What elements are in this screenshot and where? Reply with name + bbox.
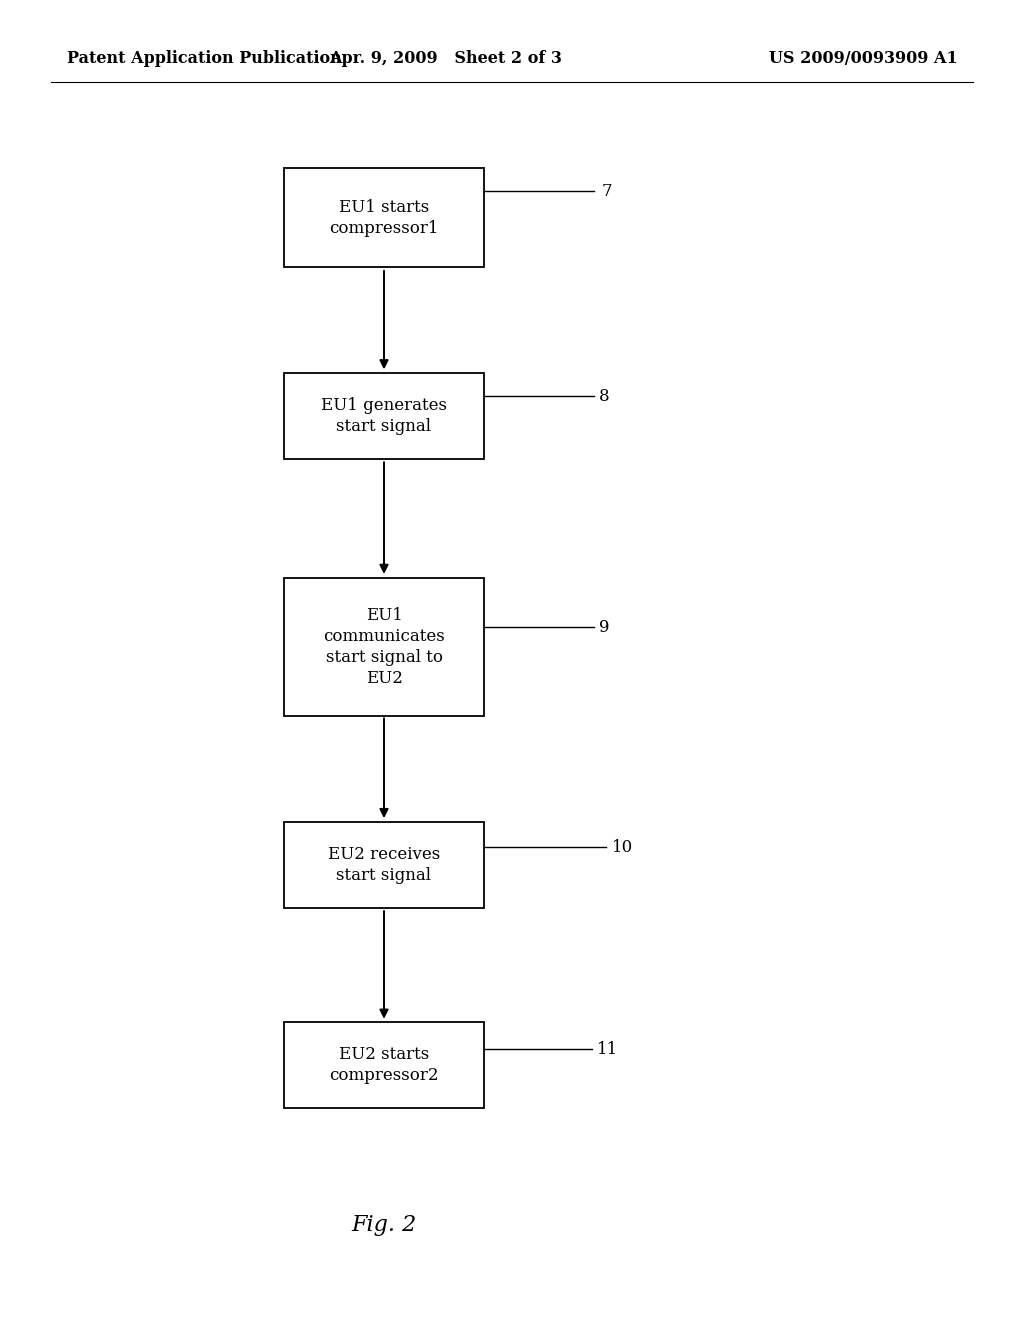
Text: 10: 10	[612, 840, 634, 855]
Text: Fig. 2: Fig. 2	[351, 1214, 417, 1236]
Bar	[284, 821, 483, 908]
Text: Apr. 9, 2009   Sheet 2 of 3: Apr. 9, 2009 Sheet 2 of 3	[329, 50, 562, 66]
Bar	[284, 578, 483, 715]
Text: 9: 9	[599, 619, 609, 635]
Text: EU2 starts
compressor2: EU2 starts compressor2	[330, 1047, 438, 1084]
Text: Patent Application Publication: Patent Application Publication	[67, 50, 341, 66]
Text: EU1 starts
compressor1: EU1 starts compressor1	[330, 199, 438, 236]
Text: 8: 8	[599, 388, 609, 404]
Text: EU2 receives
start signal: EU2 receives start signal	[328, 846, 440, 883]
Bar	[284, 168, 483, 267]
Text: EU1
communicates
start signal to
EU2: EU1 communicates start signal to EU2	[324, 607, 444, 686]
Text: 7: 7	[602, 183, 612, 199]
Text: US 2009/0093909 A1: US 2009/0093909 A1	[769, 50, 957, 66]
Text: EU1 generates
start signal: EU1 generates start signal	[321, 397, 447, 434]
Bar	[284, 1022, 483, 1109]
Bar	[284, 372, 483, 458]
Text: 11: 11	[597, 1041, 618, 1057]
